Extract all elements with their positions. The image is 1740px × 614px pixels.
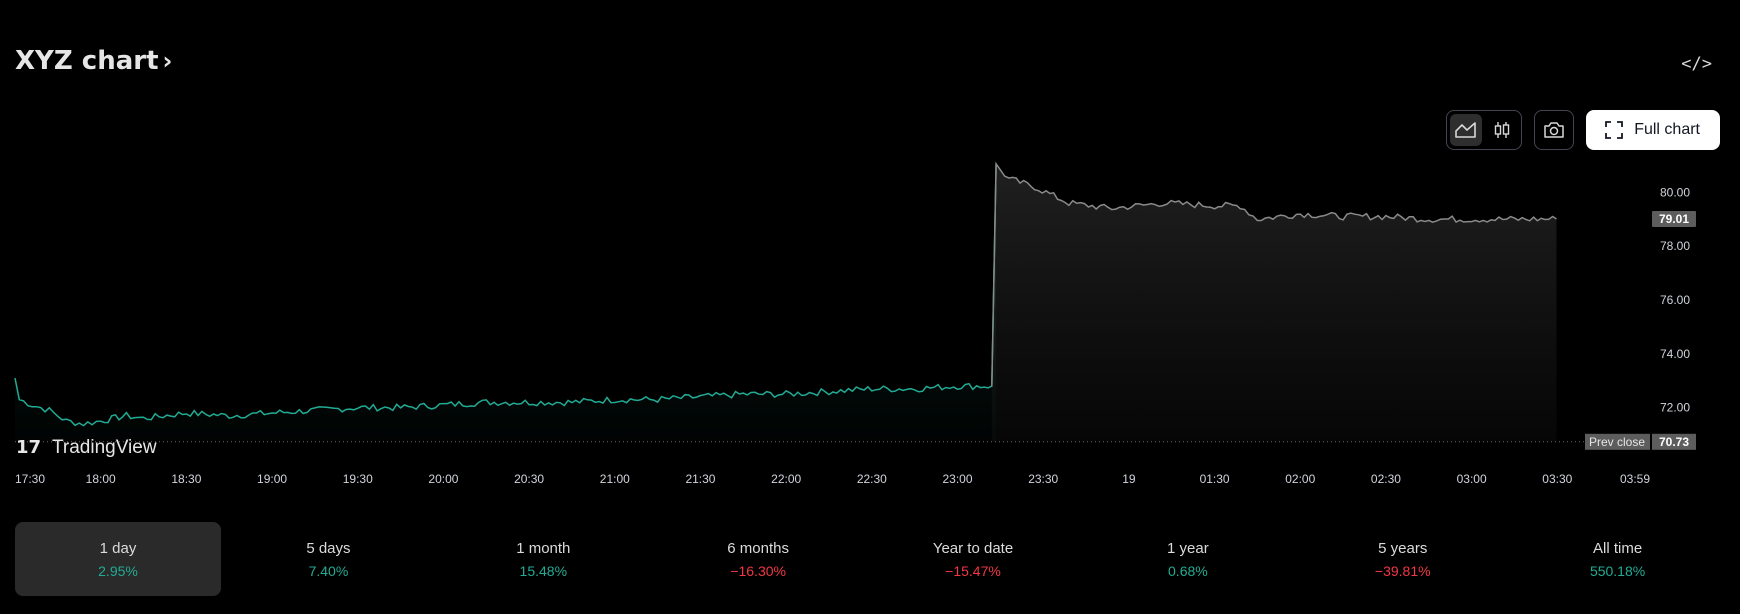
period-change: 550.18% [1589,562,1646,579]
x-tick-label: 23:30 [1028,472,1058,486]
series-line-pre [14,163,997,427]
x-tick-label: 23:00 [943,472,973,486]
period-change: 15.48% [519,562,568,579]
chart-toolbar: Full chart [1446,110,1720,150]
camera-icon [1544,122,1564,138]
chart-title-link[interactable]: XYZ chart › [15,46,172,76]
y-tick-label: 78.00 [1660,239,1690,253]
period-label: 1 year [1167,539,1209,557]
period-change: 2.95% [98,562,138,579]
plot-area [14,161,1585,443]
period-change: 0.68% [1168,562,1208,579]
series-line-post [991,161,1557,387]
y-tick-label: 80.00 [1660,185,1690,199]
period-tab[interactable]: 5 days 7.40% [221,522,436,596]
period-tab[interactable]: 6 months −16.30% [651,522,866,596]
y-axis: 80.00 78.00 76.00 74.00 72.00 79.01 Prev close… [1585,185,1696,450]
period-label: All time [1592,539,1643,557]
x-tick-label: 01:30 [1200,472,1230,486]
period-change: 7.40% [308,562,349,579]
tradingview-logo-icon: 17 [16,437,41,458]
period-change: −16.30% [730,562,786,579]
x-tick-label: 21:00 [600,472,630,486]
full-chart-label: Full chart [1634,121,1700,138]
area-fill-pre [15,163,997,442]
period-label: 1 month [516,539,571,557]
prev-close-text: Prev close [1589,435,1645,449]
area-fill-post [991,163,1557,442]
prev-close-value: 70.73 [1659,435,1689,449]
period-label: 1 day [99,539,137,557]
period-label: Year to date [932,539,1014,557]
x-tick-label: 18:00 [86,472,116,486]
page-title: XYZ chart [15,46,159,76]
period-tab[interactable]: 1 month 15.48% [436,522,651,596]
x-tick-label: 02:30 [1371,472,1401,486]
x-tick-label: 19 [1122,472,1136,486]
period-change: −39.81% [1374,562,1431,579]
x-tick-label: 17:30 [15,472,45,486]
y-tick-label: 74.00 [1660,347,1690,361]
x-tick-label: 19:00 [257,472,287,486]
x-tick-label: 03:30 [1542,472,1572,486]
x-tick-label: 20:30 [514,472,544,486]
snapshot-button[interactable] [1534,110,1575,150]
period-selector: 1 day 2.95% 5 days 7.40% 1 month 15.48% 6 mont… [15,522,1725,596]
x-tick-label: 22:00 [771,472,801,486]
x-tick-label: 19:30 [343,472,373,486]
x-tick-label: 22:30 [857,472,887,486]
x-tick-label: 03:59 [1620,472,1650,486]
watermark-text: TradingView [52,437,157,458]
last-price-value: 79.01 [1659,212,1689,226]
x-tick-label: 02:00 [1285,472,1315,486]
fullscreen-icon [1605,121,1624,139]
period-tab[interactable]: 1 day 2.95% [15,522,221,596]
x-tick-label: 20:00 [428,472,458,486]
period-change: −15.47% [945,562,1001,579]
period-tab[interactable]: Year to date −15.47% [866,522,1081,596]
candles-chart-button[interactable] [1486,114,1518,146]
prev-close-badge [1652,433,1696,450]
y-tick-label: 76.00 [1660,293,1690,307]
candlestick-icon [1495,122,1510,138]
y-tick-label: 72.00 [1660,401,1690,415]
x-axis: 17:30 18:00 18:30 19:00 19:30 20:00 20:30 21:00… [15,472,1650,486]
period-label: 5 years [1378,539,1428,557]
chevron-right-icon: › [162,47,173,75]
period-tab[interactable]: All time 550.18% [1510,522,1725,596]
period-tab[interactable]: 1 year 0.68% [1080,522,1295,596]
period-label: 6 months [727,539,789,557]
area-chart-icon [1455,122,1477,138]
price-chart[interactable]: 80.00 78.00 76.00 74.00 72.00 79.01 Prev close… [0,160,1740,500]
period-tab[interactable]: 5 years −39.81% [1295,522,1510,596]
full-chart-button[interactable]: Full chart [1586,110,1720,150]
x-tick-label: 03:00 [1457,472,1487,486]
x-tick-label: 21:30 [685,472,715,486]
area-chart-button[interactable] [1450,114,1483,146]
prev-close-tag [1585,433,1650,450]
embed-code-icon[interactable]: </> [1681,54,1712,74]
tradingview-watermark: 17 TradingView [16,437,157,458]
period-label: 5 days [306,539,351,557]
last-price-badge [1652,210,1696,227]
x-tick-label: 18:30 [171,472,201,486]
chart-style-switch [1446,110,1523,150]
